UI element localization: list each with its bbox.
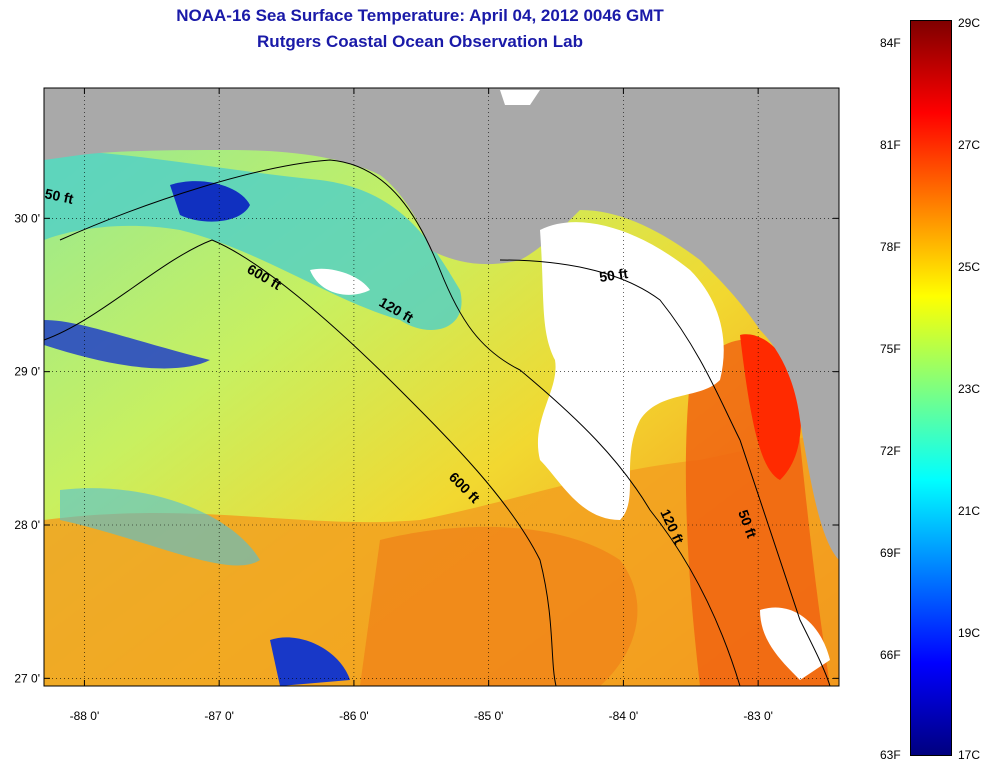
cloud-cover xyxy=(500,90,540,105)
lon-tick-label: -85 0' xyxy=(474,709,504,723)
lon-tick-label: -86 0' xyxy=(339,709,369,723)
contour-label: 50 ft xyxy=(43,185,75,207)
hot-coastal-strip xyxy=(740,334,801,480)
lat-tick-label: 28 0' xyxy=(14,518,40,532)
colorbar-celsius-label: 27C xyxy=(958,138,981,152)
map-frame xyxy=(43,87,840,687)
cool-water-region xyxy=(60,488,260,566)
colorbar-fahrenheit-label: 69F xyxy=(880,546,901,560)
land-region xyxy=(44,88,839,560)
colorbar-celsius-label: 19C xyxy=(958,626,981,640)
temperature-colorbar xyxy=(910,20,952,756)
colorbar-fahrenheit-label: 81F xyxy=(880,138,901,152)
lon-tick-label: -88 0' xyxy=(70,709,100,723)
contour-600ft xyxy=(43,239,557,687)
graticule xyxy=(44,88,839,686)
contour-50ft xyxy=(499,259,831,687)
colorbar-fahrenheit-label: 63F xyxy=(880,748,901,762)
contour-120ft xyxy=(59,159,741,687)
colorbar-celsius-label: 25C xyxy=(958,260,981,274)
colorbar-celsius-label: 29C xyxy=(958,16,981,30)
map-subtitle: Rutgers Coastal Ocean Observation Lab xyxy=(257,32,583,51)
cloud-cover xyxy=(760,607,830,680)
colorbar-celsius-label: 17C xyxy=(958,748,981,762)
colorbar-celsius-label: 21C xyxy=(958,504,981,518)
lon-tick-label: -83 0' xyxy=(743,709,773,723)
cold-water-patch xyxy=(270,637,350,686)
warm-water-region xyxy=(360,526,638,686)
lon-tick-label: -84 0' xyxy=(609,709,639,723)
colorbar-fahrenheit-label: 72F xyxy=(880,444,901,458)
cloud-cover xyxy=(310,268,370,295)
cloud-cover xyxy=(537,222,724,520)
axis-ticks: -88 0' -87 0' -86 0' -85 0' -84 0' -83 0' 30 0… xyxy=(14,88,839,723)
lat-tick-label: 29 0' xyxy=(14,365,40,379)
map-title: NOAA-16 Sea Surface Temperature: April 0… xyxy=(176,6,664,25)
colorbar-fahrenheit-label: 84F xyxy=(880,36,901,50)
colorbar-fahrenheit-label: 75F xyxy=(880,342,901,356)
cold-water-patch xyxy=(44,320,210,369)
lat-tick-label: 30 0' xyxy=(14,211,40,225)
colorbar-fahrenheit-label: 78F xyxy=(880,240,901,254)
colorbar-celsius-label: 23C xyxy=(958,382,981,396)
contour-label: 50 ft xyxy=(598,265,629,285)
lon-tick-label: -87 0' xyxy=(204,709,234,723)
colorbar-fahrenheit-label: 66F xyxy=(880,648,901,662)
lat-tick-label: 27 0' xyxy=(14,671,40,685)
